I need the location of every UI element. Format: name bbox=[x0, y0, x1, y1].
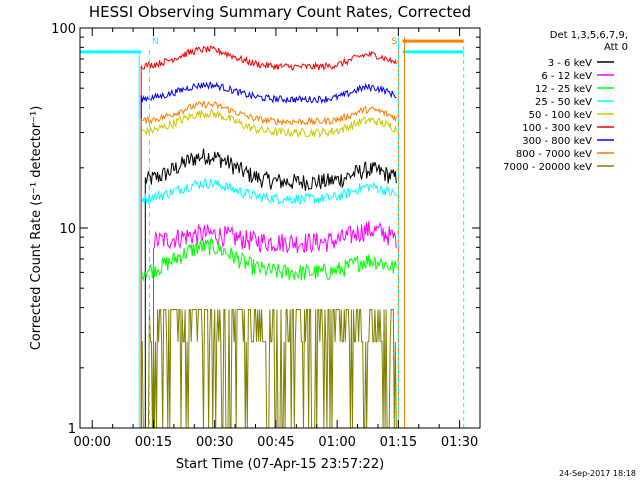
legend-label: 12 - 25 keV bbox=[535, 84, 592, 95]
y-tick-label: 1 bbox=[68, 422, 76, 437]
legend-header: Det 1,3,5,6,7,9, bbox=[550, 30, 628, 41]
legend-label: 50 - 100 keV bbox=[529, 110, 593, 121]
y-tick-label: 10 bbox=[59, 222, 76, 237]
series-line bbox=[153, 220, 397, 428]
chart-title: HESSI Observing Summary Count Rates, Cor… bbox=[89, 3, 471, 21]
legend-label: 3 - 6 keV bbox=[548, 58, 592, 69]
x-tick-label: 01:30 bbox=[441, 435, 478, 450]
x-axis: 00:00 00:15 00:30 00:45 01:00 01:15 01:30 bbox=[74, 28, 478, 450]
x-tick-label: 01:00 bbox=[318, 435, 355, 450]
x-tick-label: 00:45 bbox=[257, 435, 294, 450]
x-tick-label: 01:15 bbox=[380, 435, 417, 450]
y-axis-label: Corrected Count Rate (s⁻¹ detector⁻¹) bbox=[29, 106, 44, 351]
series-line bbox=[140, 100, 397, 428]
marker-label: S bbox=[392, 37, 398, 47]
y-axis: 1 10 100 bbox=[51, 22, 480, 437]
legend-label: 300 - 800 keV bbox=[522, 136, 592, 147]
legend-label: 6 - 12 keV bbox=[541, 71, 592, 82]
series-line bbox=[140, 108, 397, 428]
legend-label: 800 - 7000 keV bbox=[516, 149, 592, 160]
legend-header: Att 0 bbox=[604, 42, 628, 53]
x-tick-label: 00:00 bbox=[74, 435, 111, 450]
legend-label: 7000 - 20000 keV bbox=[503, 162, 592, 173]
series-line bbox=[140, 81, 397, 428]
series-line bbox=[140, 177, 397, 428]
marker-label: N bbox=[152, 37, 159, 47]
legend: Det 1,3,5,6,7,9,Att 0 3 - 6 keV 6 - 12 keV… bbox=[503, 30, 628, 173]
series-line bbox=[140, 309, 397, 429]
y-tick-label: 100 bbox=[51, 22, 76, 37]
legend-label: 100 - 300 keV bbox=[522, 123, 592, 134]
legend-label: 25 - 50 keV bbox=[535, 97, 592, 108]
series-line bbox=[140, 45, 397, 428]
series-line bbox=[144, 148, 397, 428]
footer-date: 24-Sep-2017 18:18 bbox=[559, 469, 636, 478]
plot-frame bbox=[79, 27, 481, 429]
x-axis-label: Start Time (07-Apr-15 23:57:22) bbox=[176, 457, 384, 472]
x-tick-label: 00:30 bbox=[196, 435, 233, 450]
series-line bbox=[140, 237, 397, 428]
x-tick-label: 00:15 bbox=[135, 435, 172, 450]
